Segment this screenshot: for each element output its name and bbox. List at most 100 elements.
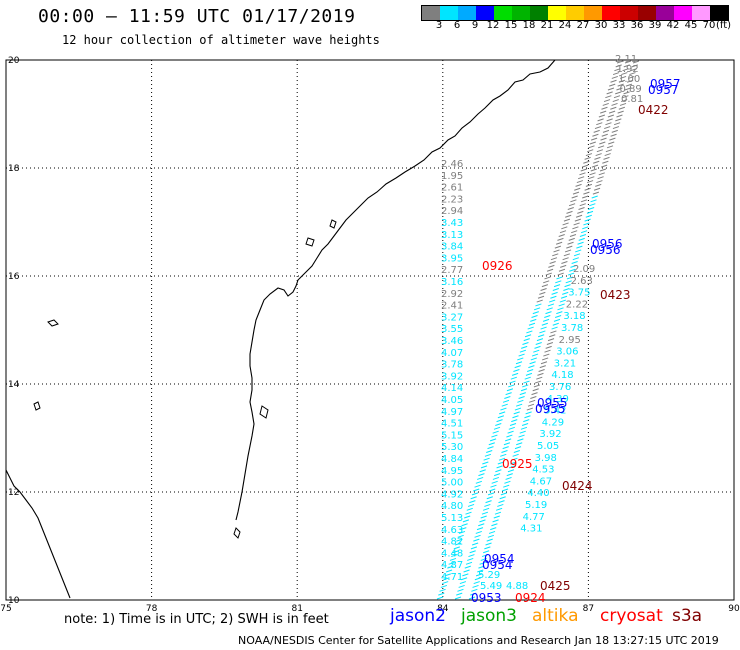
- track-mark: [457, 588, 464, 592]
- track-mark: [589, 172, 596, 176]
- track-mark: [546, 307, 553, 311]
- track-mark: [530, 396, 537, 399]
- track-mark: [510, 376, 517, 380]
- track-mark: [559, 299, 567, 303]
- track-mark: [551, 326, 558, 330]
- wave-height-value: 5.30: [441, 442, 463, 453]
- wave-height-value: 4.87: [441, 560, 463, 571]
- track-mark: [555, 280, 562, 284]
- wave-height-value: 4.80: [441, 501, 463, 512]
- track-mark: [527, 403, 535, 407]
- track-mark: [567, 207, 574, 211]
- track-mark: [518, 396, 525, 399]
- track-mark: [583, 191, 590, 195]
- track-mark: [576, 245, 583, 249]
- track-mark: [580, 199, 588, 203]
- track-mark: [552, 288, 559, 291]
- wave-height-value: 5.19: [525, 500, 547, 511]
- track-mark: [583, 222, 590, 226]
- track-mark: [552, 253, 559, 257]
- wave-height-value: 4.14: [441, 383, 463, 394]
- track-mark: [487, 446, 494, 450]
- legend-label: 18: [522, 20, 536, 31]
- track-mark: [482, 461, 489, 465]
- track-mark: [486, 449, 493, 453]
- track-mark: [496, 465, 503, 469]
- legend-swatch: [584, 6, 602, 20]
- wave-height-value: 2.61: [441, 183, 463, 194]
- lon-tick-label: 87: [583, 604, 594, 614]
- track-mark: [476, 476, 484, 480]
- wave-height-value: 4.84: [441, 454, 463, 465]
- track-mark: [583, 160, 590, 164]
- wave-height-value: 2.94: [441, 206, 463, 217]
- wave-height-value: 3.18: [563, 311, 585, 322]
- track-mark: [515, 361, 523, 365]
- island-small-5: [259, 405, 269, 419]
- track-mark: [625, 83, 633, 87]
- track-mark: [490, 484, 497, 488]
- track-mark: [622, 95, 629, 99]
- track-mark: [480, 557, 487, 561]
- track-mark: [544, 349, 551, 353]
- track-mark: [628, 75, 635, 79]
- track-mark: [521, 345, 528, 349]
- legend-swatch: [512, 6, 530, 20]
- track-mark: [567, 272, 575, 276]
- east-track-values: 2.092.633.752.223.183.782.953.063.214.18…: [520, 264, 595, 535]
- track-mark: [529, 399, 536, 403]
- track-mark: [474, 534, 481, 538]
- color-legend-labels: 3 6 9 12 15 18 21 24 27 30 33 36 39 42 45 70: [421, 20, 727, 32]
- wave-height-value: 3.98: [535, 453, 557, 464]
- track-mark: [584, 187, 591, 191]
- track-mark: [618, 106, 625, 110]
- wave-height-value: 3.76: [549, 382, 571, 393]
- track-mark: [463, 569, 470, 573]
- track-mark: [513, 411, 520, 415]
- track-mark: [537, 372, 544, 376]
- pass-time-label: 0925: [502, 457, 533, 471]
- wave-height-value: 4.39: [547, 394, 569, 405]
- wave-height-value: 3.27: [441, 312, 463, 323]
- track-mark: [563, 253, 571, 257]
- wave-height-value: 4.92: [441, 489, 463, 500]
- track-mark: [467, 557, 474, 561]
- legend-label: 24: [558, 20, 572, 31]
- track-mark: [570, 264, 577, 268]
- track-mark: [440, 584, 448, 588]
- legend-swatch: [458, 6, 476, 20]
- track-mark: [507, 469, 515, 473]
- wave-height-value: 4.07: [441, 348, 463, 359]
- lat-tick-label: 12: [8, 488, 19, 498]
- track-mark: [595, 183, 602, 187]
- track-mark: [527, 369, 534, 372]
- track-mark: [520, 388, 528, 392]
- track-mark: [622, 68, 629, 72]
- track-mark: [592, 191, 600, 195]
- track-mark: [478, 523, 485, 527]
- wave-height-value: 4.82: [441, 537, 463, 548]
- track-mark: [498, 457, 506, 461]
- track-mark: [500, 453, 507, 457]
- wave-height-value: 2.77: [441, 265, 463, 276]
- track-mark: [539, 365, 546, 369]
- track-mark: [508, 384, 515, 388]
- track-mark: [575, 183, 582, 187]
- track-mark: [580, 230, 588, 234]
- legend-swatch: [476, 6, 494, 20]
- track-mark: [462, 519, 470, 523]
- track-mark: [519, 392, 526, 396]
- track-mark: [514, 365, 521, 369]
- track-mark: [511, 419, 518, 423]
- track-mark: [479, 469, 486, 473]
- map-frame: [5, 59, 735, 601]
- track-mark: [485, 542, 492, 546]
- track-mark: [535, 342, 542, 345]
- wave-height-value: 3.92: [441, 371, 463, 382]
- track-mark: [541, 322, 548, 326]
- wave-height-value: 3.75: [568, 288, 590, 299]
- lon-tick-label: 81: [291, 604, 302, 614]
- legend-label: 33: [612, 20, 626, 31]
- wave-height-value: 4.51: [441, 419, 463, 430]
- track-mark: [554, 315, 562, 318]
